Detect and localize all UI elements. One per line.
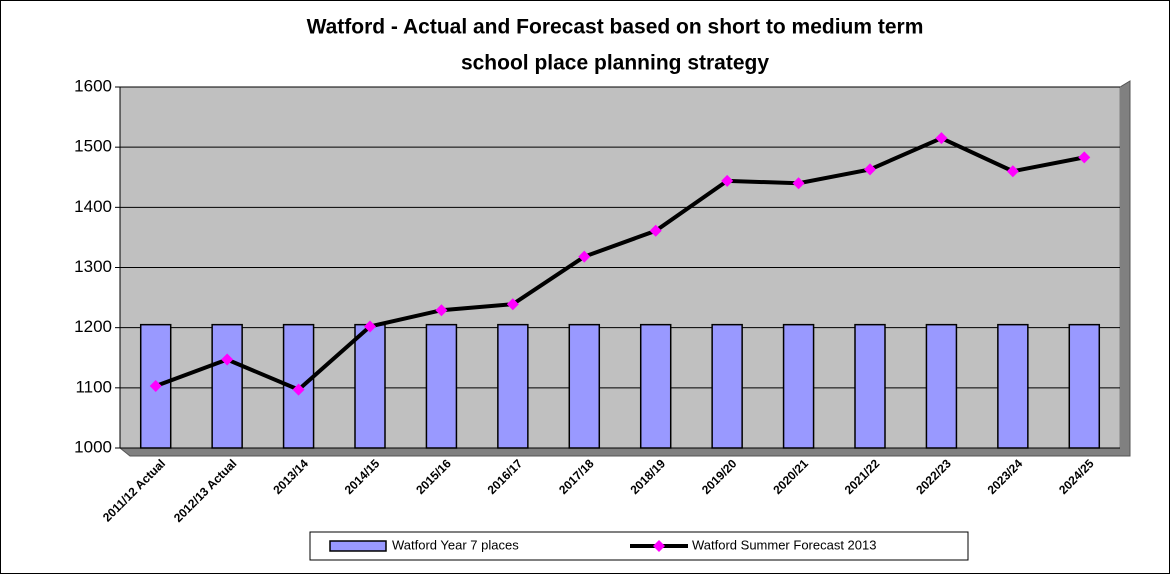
bar bbox=[568, 323, 601, 449]
marker bbox=[292, 383, 305, 396]
legend-swatch bbox=[329, 540, 387, 552]
legend-label: Watford Year 7 places bbox=[392, 537, 519, 552]
bar bbox=[854, 323, 886, 449]
bar bbox=[925, 323, 958, 449]
bar bbox=[497, 323, 529, 449]
marker bbox=[506, 298, 519, 311]
marker bbox=[221, 353, 234, 366]
marker bbox=[578, 250, 591, 263]
bar bbox=[211, 323, 243, 449]
y-tick-label: 1000 bbox=[74, 437, 112, 456]
y-tick-label: 1100 bbox=[75, 377, 112, 396]
marker bbox=[721, 174, 734, 187]
y-tick-label: 1500 bbox=[74, 137, 112, 156]
y-tick-label: 1300 bbox=[74, 257, 112, 276]
marker bbox=[435, 304, 448, 317]
chart-title: Watford - Actual and Forecast based on s… bbox=[307, 16, 924, 39]
bar bbox=[639, 323, 672, 449]
marker bbox=[364, 320, 376, 333]
legend-label: Watford Summer Forecast 2013 bbox=[692, 537, 876, 552]
chart-title: school place planning strategy bbox=[461, 52, 769, 75]
marker bbox=[792, 177, 805, 190]
marker bbox=[864, 163, 876, 176]
bar bbox=[354, 323, 386, 449]
y-tick-label: 1400 bbox=[74, 197, 112, 216]
bar bbox=[997, 323, 1029, 449]
line bbox=[155, 135, 1085, 392]
bar bbox=[711, 323, 743, 449]
bar bbox=[139, 323, 172, 449]
bar bbox=[782, 323, 815, 449]
y-tick-label: 1600 bbox=[74, 76, 112, 95]
marker bbox=[935, 132, 948, 145]
legend-marker bbox=[653, 540, 665, 552]
marker bbox=[649, 224, 662, 237]
bar bbox=[425, 323, 458, 449]
marker bbox=[149, 380, 162, 393]
bar bbox=[1068, 323, 1101, 449]
marker bbox=[1006, 165, 1019, 178]
y-tick-label: 1200 bbox=[74, 317, 112, 336]
marker bbox=[1078, 151, 1091, 164]
